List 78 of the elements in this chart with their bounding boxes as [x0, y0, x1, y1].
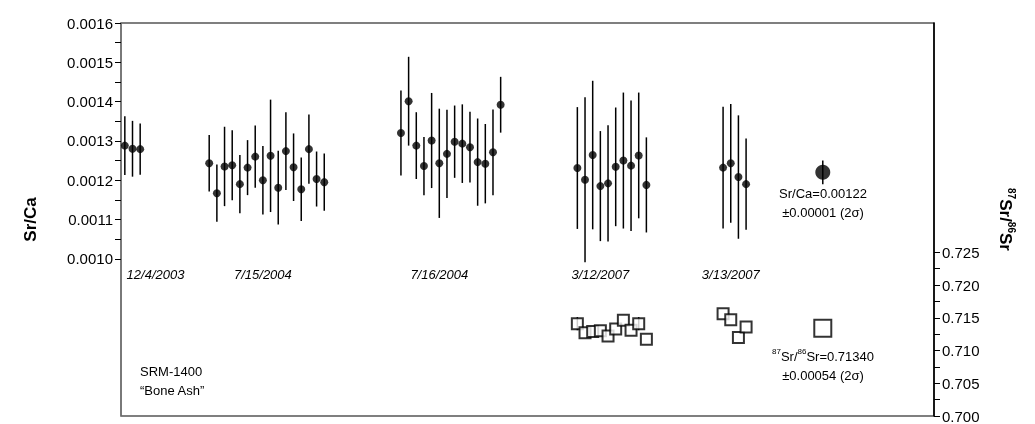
x-tick-label: 12/4/2003: [126, 267, 186, 282]
x-tick-label: 3/13/2007: [701, 267, 761, 282]
y-tick-label: 0.0012: [67, 171, 113, 189]
point: [473, 158, 482, 167]
y2-tick-label: 0.710: [942, 342, 980, 359]
point: [724, 313, 738, 327]
point: [734, 173, 743, 182]
point: [611, 162, 620, 171]
y-tick-label: 0.0014: [67, 93, 113, 111]
y2-tick-label: 0.705: [942, 374, 980, 392]
point: [719, 163, 728, 172]
y-tick-label: 0.0016: [67, 14, 113, 32]
point: [450, 137, 459, 146]
point: [642, 180, 651, 189]
point: [481, 159, 490, 168]
point: [815, 164, 831, 180]
point: [212, 189, 221, 198]
point: [813, 318, 833, 338]
y2-axis-title: 87Sr/86Sr: [995, 188, 1017, 252]
x-tick-label: 3/12/2007: [571, 267, 631, 282]
point: [228, 161, 237, 170]
annotation: SRM-1400 “Bone Ash”: [140, 364, 205, 398]
point: [604, 179, 613, 188]
point: [731, 330, 745, 344]
y-tick-label: 0.0013: [67, 132, 113, 150]
point: [274, 183, 283, 192]
point: [588, 151, 597, 160]
point: [289, 163, 298, 172]
point: [458, 139, 467, 148]
point: [616, 313, 630, 327]
y2-tick-label: 0.715: [942, 309, 980, 327]
point: [496, 100, 505, 109]
point: [412, 141, 421, 150]
point: [419, 162, 428, 171]
point: [435, 159, 444, 168]
point: [726, 159, 735, 168]
point: [297, 185, 306, 194]
point: [120, 141, 129, 150]
point: [220, 162, 229, 171]
point: [312, 175, 321, 184]
point: [404, 97, 413, 106]
point: [596, 182, 605, 191]
point: [639, 332, 653, 346]
point: [632, 317, 646, 331]
annotation: Sr/Ca=0.00122 ±0.00001 (2σ): [779, 186, 867, 220]
point: [235, 180, 244, 189]
point: [742, 180, 751, 189]
x-tick-label: 7/16/2004: [410, 267, 469, 282]
y2-tick-label: 0.725: [942, 243, 980, 261]
point: [427, 136, 436, 145]
point: [465, 143, 474, 152]
y2-tick-label: 0.720: [942, 276, 980, 294]
point: [136, 145, 145, 154]
point: [251, 152, 260, 161]
point: [442, 149, 451, 158]
point: [581, 175, 590, 184]
point: [281, 147, 290, 156]
point: [258, 176, 267, 185]
x-tick-label: 7/15/2004: [233, 267, 292, 282]
point: [634, 151, 643, 160]
point: [619, 156, 628, 165]
y-axis-title: Sr/Ca: [21, 196, 40, 242]
point: [304, 145, 313, 154]
point: [573, 164, 582, 173]
point: [320, 178, 329, 187]
y-tick-label: 0.0011: [68, 211, 113, 228]
y-tick-label: 0.0010: [67, 250, 113, 268]
point: [739, 320, 753, 334]
point: [243, 163, 252, 172]
point: [205, 159, 214, 168]
point: [488, 148, 497, 157]
point: [570, 317, 584, 331]
point: [266, 151, 275, 160]
point: [128, 144, 137, 153]
y2-tick-label: 0.700: [942, 407, 980, 424]
point: [627, 161, 636, 170]
y-tick-label: 0.0015: [67, 53, 113, 71]
point: [396, 129, 405, 138]
